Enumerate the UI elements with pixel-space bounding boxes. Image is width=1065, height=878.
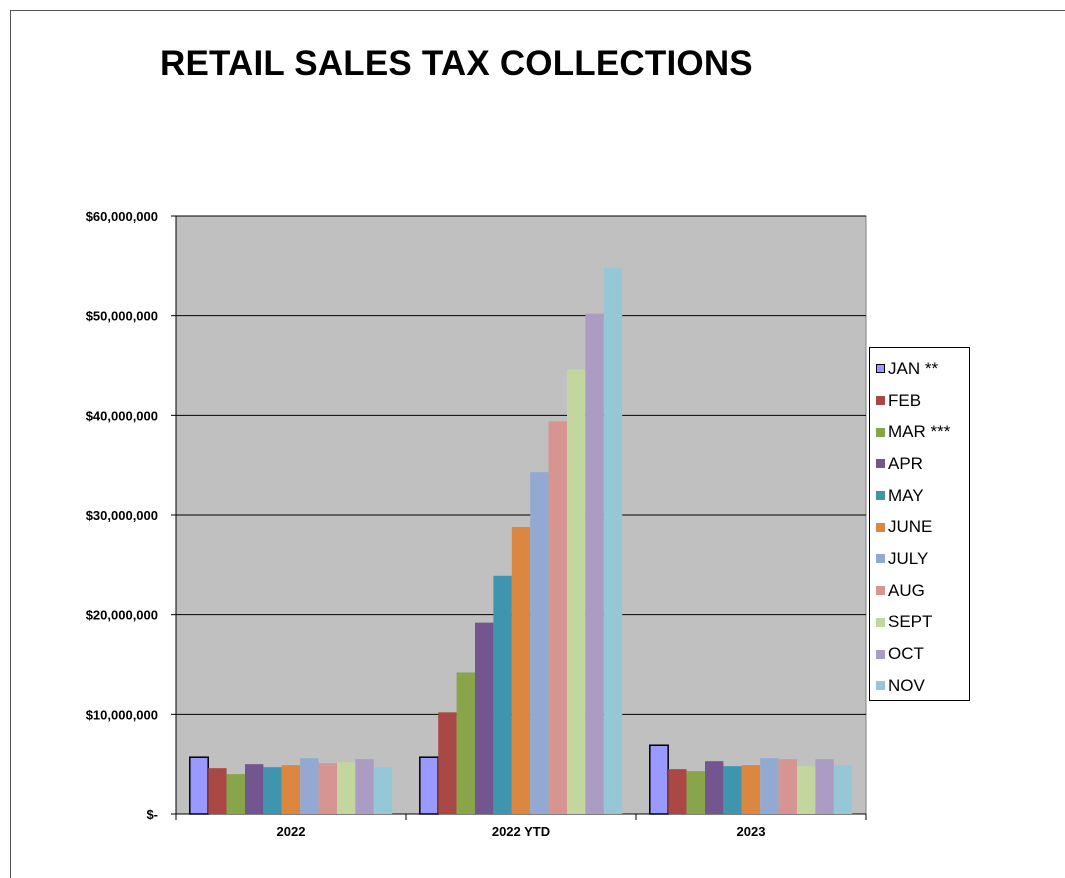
bar-feb-0: [208, 768, 227, 814]
bar-jan-0: [189, 756, 209, 815]
y-tick-label: $-: [146, 807, 158, 822]
legend-swatch: [876, 522, 885, 532]
bar-aug-1: [548, 421, 567, 814]
legend-label: APR: [888, 453, 923, 473]
legend-item: MAY: [870, 480, 969, 512]
bar-sept-0: [337, 762, 356, 814]
bar-jan-2: [649, 744, 669, 815]
y-tick-label: $10,000,000: [86, 707, 158, 722]
legend-swatch: [876, 491, 885, 501]
x-tick-label: 2022 YTD: [492, 824, 550, 839]
bar-aug-0: [318, 763, 337, 814]
legend-swatch: [876, 459, 885, 469]
legend-item: AUG: [870, 575, 969, 607]
bar-may-2: [723, 766, 742, 814]
legend-swatch: [876, 586, 885, 596]
chart-frame: [10, 10, 1065, 878]
legend-item: OCT: [870, 638, 969, 670]
bar-july-2: [760, 758, 779, 814]
bar-apr-1: [475, 622, 494, 814]
legend-item: APR: [870, 448, 969, 480]
legend-item: JAN **: [870, 353, 969, 385]
bar-oct-0: [355, 759, 374, 814]
bar-nov-0: [373, 767, 393, 814]
legend-label: JULY: [888, 548, 929, 568]
bar-may-0: [263, 767, 282, 814]
bar-sept-1: [567, 369, 586, 814]
legend-label: MAY: [888, 485, 924, 505]
legend-item: JUNE: [870, 511, 969, 543]
x-tick-label: 2022: [277, 824, 306, 839]
bar-feb-1: [438, 712, 457, 814]
bar-june-1: [511, 526, 531, 814]
legend-item: MAR ***: [870, 416, 969, 448]
legend-label: JAN **: [888, 358, 939, 378]
bar-june-0: [281, 765, 301, 814]
legend-item: SEPT: [870, 607, 969, 639]
bar-oct-2: [815, 759, 834, 814]
y-tick-label: $30,000,000: [86, 508, 158, 523]
bar-june-2: [741, 765, 761, 814]
bar-apr-2: [705, 761, 724, 814]
bar-may-1: [493, 575, 512, 814]
bar-aug-2: [778, 759, 797, 814]
legend-label: SEPT: [888, 612, 933, 632]
legend-item: FEB: [870, 385, 969, 417]
bar-oct-1: [585, 313, 604, 814]
legend-swatch: [876, 681, 885, 691]
legend-swatch: [876, 554, 885, 564]
legend-swatch: [876, 649, 885, 659]
bar-nov-1: [603, 267, 623, 814]
legend-swatch: [876, 364, 885, 374]
bar-mar-2: [686, 771, 705, 814]
bar-apr-0: [245, 764, 264, 814]
y-tick-label: $20,000,000: [86, 608, 158, 623]
bar-mar-0: [226, 774, 245, 814]
legend-label: FEB: [888, 390, 922, 410]
x-tick-label: 2023: [737, 824, 766, 839]
bar-sept-2: [797, 766, 816, 814]
legend-swatch: [876, 396, 885, 406]
y-tick-label: $60,000,000: [86, 209, 158, 224]
bar-july-1: [530, 472, 549, 814]
legend-label: MAR ***: [888, 422, 951, 442]
bar-july-0: [300, 758, 319, 814]
chart-legend: JAN ** FEB MAR *** APR MAY JUNE JULY AUG SEPT OCT…: [869, 347, 970, 701]
legend-label: AUG: [888, 580, 925, 600]
chart-title: RETAIL SALES TAX COLLECTIONS: [160, 44, 753, 83]
legend-label: JUNE: [888, 517, 933, 537]
bar-nov-2: [833, 765, 853, 814]
legend-label: NOV: [888, 675, 925, 695]
legend-item: NOV: [870, 670, 969, 702]
y-tick-label: $40,000,000: [86, 408, 158, 423]
legend-item: JULY: [870, 543, 969, 575]
legend-swatch: [876, 427, 885, 437]
y-tick-label: $50,000,000: [86, 309, 158, 324]
bar-feb-2: [668, 769, 687, 814]
bar-mar-1: [456, 672, 475, 814]
bar-jan-1: [419, 756, 439, 815]
legend-label: OCT: [888, 644, 924, 664]
legend-swatch: [876, 617, 885, 627]
